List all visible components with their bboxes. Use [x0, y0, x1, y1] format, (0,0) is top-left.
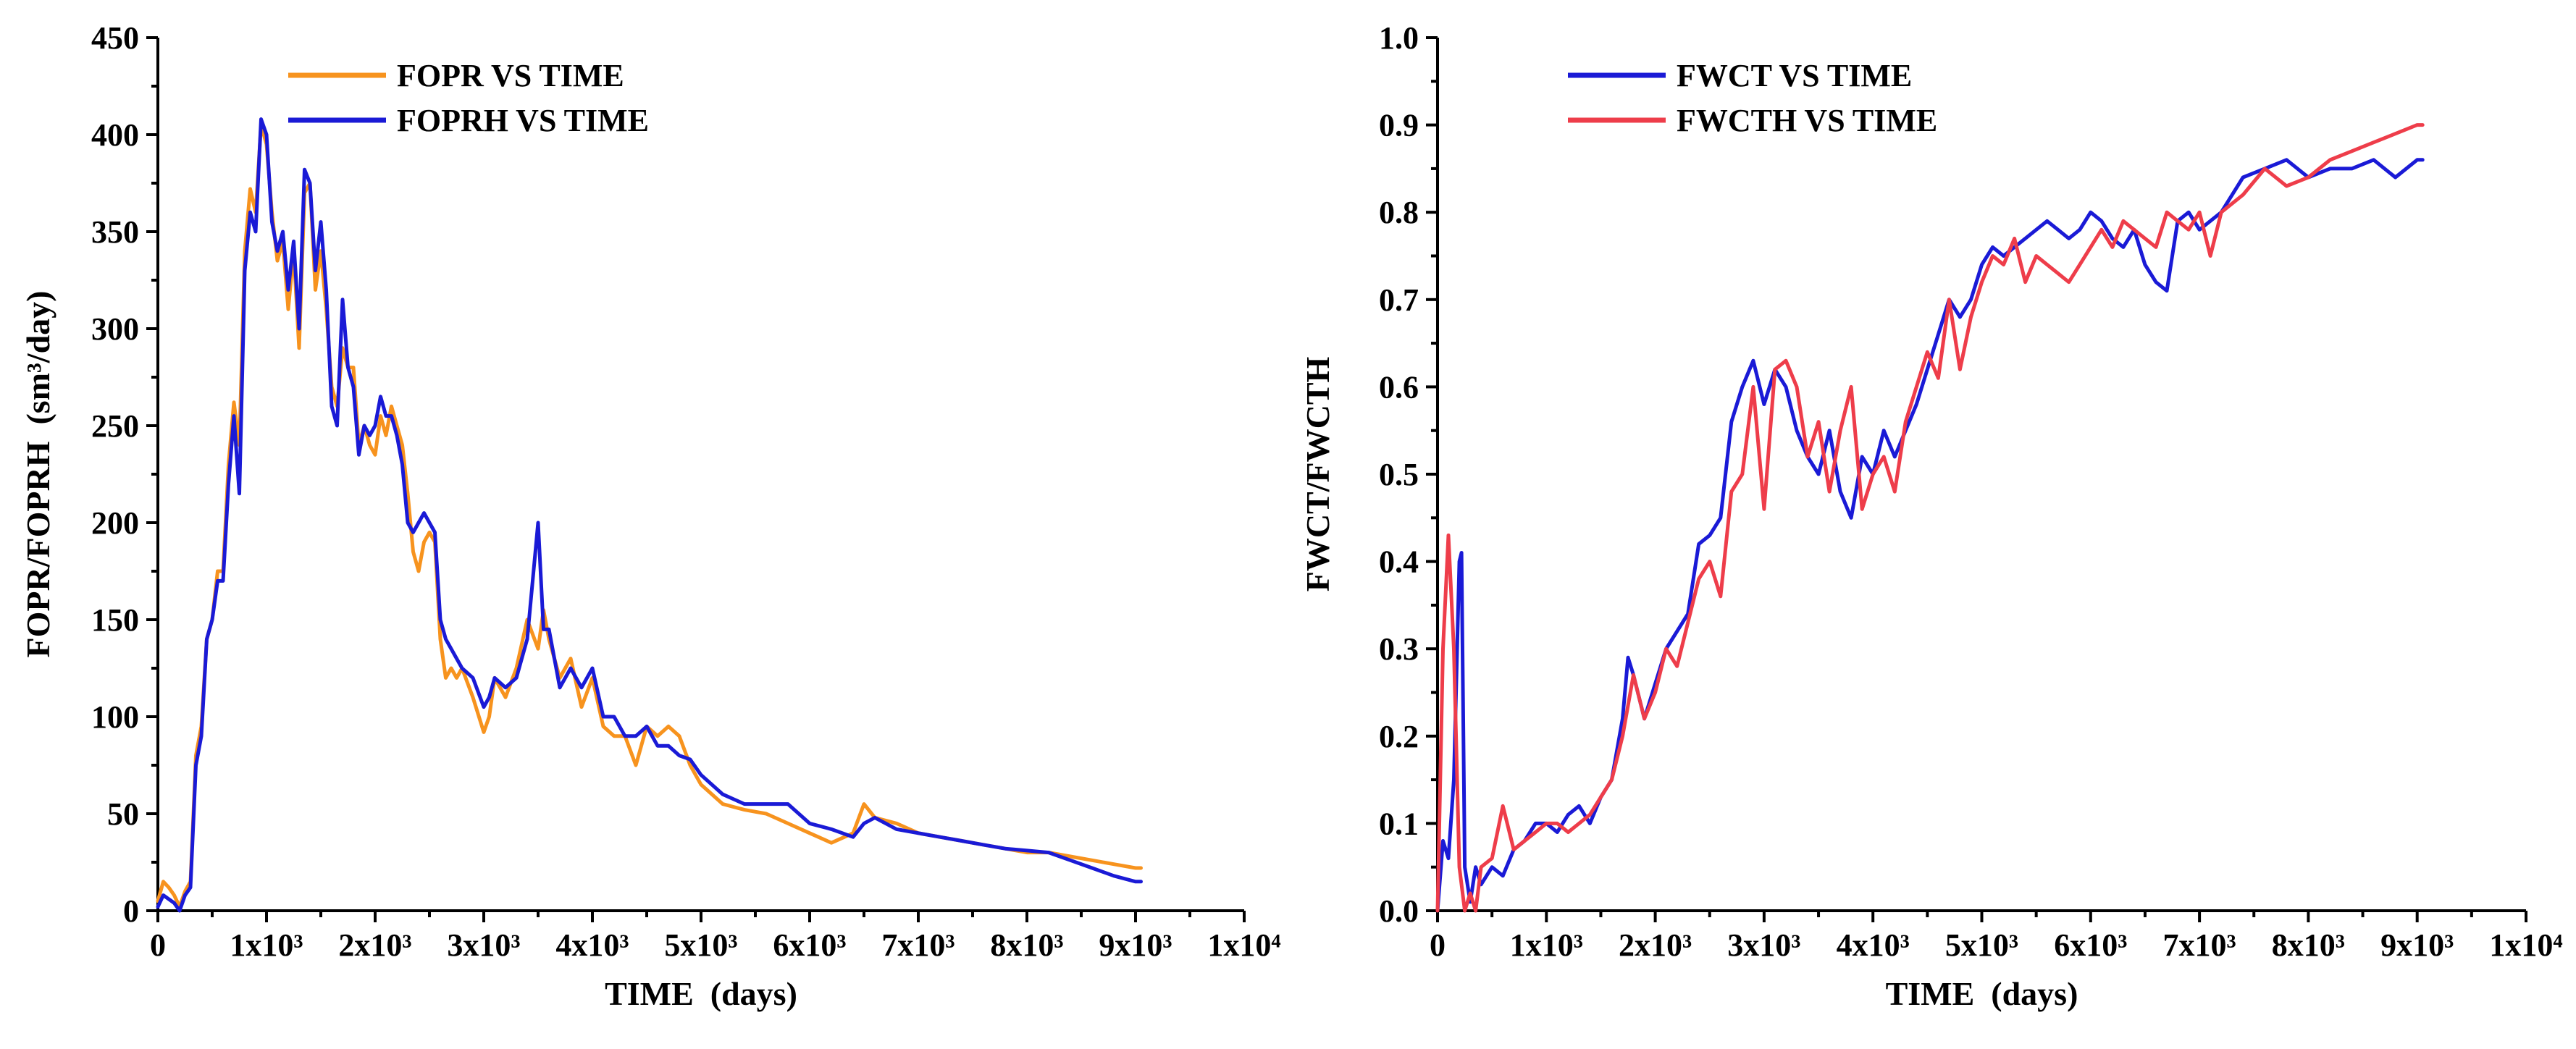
- right-x-tick-label: 7x10³: [2162, 927, 2236, 963]
- left-y-tick-label: 50: [107, 796, 139, 832]
- left-x-tick-label: 8x10³: [990, 927, 1063, 963]
- right-y-tick-label: 0.6: [1379, 369, 1419, 405]
- left-y-tick-label: 200: [91, 505, 139, 541]
- left-series-1-line: [156, 123, 1143, 909]
- right-y-tick-label: 0.7: [1379, 282, 1419, 318]
- right-y-tick-label: 0.5: [1379, 457, 1419, 492]
- right-x-tick-label: 8x10³: [2272, 927, 2345, 963]
- right-y-tick-label: 0.0: [1379, 893, 1419, 929]
- right-y-axis-title: FWCT/FWCTH: [1299, 357, 1336, 592]
- right-y-tick-label: 0.8: [1379, 195, 1419, 230]
- left-legend-label: FOPR VS TIME: [397, 58, 624, 93]
- left-y-tick-label: 300: [91, 311, 139, 347]
- left-x-tick-label: 2x10³: [338, 927, 411, 963]
- right-y-tick-label: 0.4: [1379, 544, 1419, 580]
- left-legend-label: FOPRH VS TIME: [397, 103, 649, 138]
- right-x-tick-label: 6x10³: [2054, 927, 2127, 963]
- left-x-tick-label: 4x10³: [555, 927, 629, 963]
- left-chart: 0 1x10³ 2x10³ 3x10³ 4x10³ 5x10³ 6x10³ 7x10³ 8x10…: [20, 20, 1281, 1012]
- left-x-tick-label: 6x10³: [773, 927, 846, 963]
- right-series-2-line: [1435, 123, 2425, 913]
- right-x-tick-label: 5x10³: [1945, 927, 2018, 963]
- right-x-tick-label: 2x10³: [1619, 927, 1692, 963]
- right-x-tick-label: 0: [1430, 927, 1446, 963]
- right-series-1-line: [1435, 158, 2425, 913]
- right-y-tick-label: 0.1: [1379, 806, 1419, 841]
- left-x-tick-label: 1x10³: [230, 927, 303, 963]
- left-y-tick-label: 100: [91, 699, 139, 735]
- left-y-tick-label: 250: [91, 408, 139, 444]
- right-x-axis-title: TIME (days): [1886, 975, 2078, 1012]
- left-x-tick-label: 9x10³: [1099, 927, 1172, 963]
- right-y-tick-label: 0.9: [1379, 108, 1419, 143]
- left-x-tick-label: 7x10³: [881, 927, 955, 963]
- right-x-tick-label: 9x10³: [2380, 927, 2454, 963]
- left-y-tick-label: 150: [91, 602, 139, 638]
- right-x-tick-label: 4x10³: [1837, 927, 1910, 963]
- left-x-tick-label: 0: [150, 927, 166, 963]
- right-y-tick-label: 0.2: [1379, 719, 1419, 754]
- right-x-tick-label: 3x10³: [1727, 927, 1800, 963]
- left-y-tick-label: 400: [91, 117, 139, 153]
- left-series-2-line: [156, 117, 1143, 913]
- right-x-tick-label: 1x10³: [1510, 927, 1583, 963]
- right-legend-label: FWCTH VS TIME: [1677, 103, 1937, 138]
- right-y-tick-label: 0.3: [1379, 631, 1419, 667]
- right-chart: 0 1x10³ 2x10³ 3x10³ 4x10³ 5x10³ 6x10³ 7x10³ 8x10…: [1299, 20, 2563, 1012]
- left-x-tick-label: 5x10³: [664, 927, 737, 963]
- right-legend-label: FWCT VS TIME: [1677, 58, 1912, 93]
- left-x-axis-title: TIME (days): [605, 975, 797, 1012]
- right-y-tick-label: 1.0: [1379, 20, 1419, 56]
- left-x-tick-label: 3x10³: [447, 927, 520, 963]
- left-y-tick-label: 0: [123, 893, 139, 929]
- left-y-tick-label: 450: [91, 20, 139, 56]
- left-x-tick-label: 1x10⁴: [1207, 927, 1280, 963]
- left-y-tick-label: 350: [91, 214, 139, 250]
- left-y-axis-title: FOPR/FOPRH (sm³/day): [20, 291, 56, 658]
- right-x-tick-label: 1x10⁴: [2489, 927, 2562, 963]
